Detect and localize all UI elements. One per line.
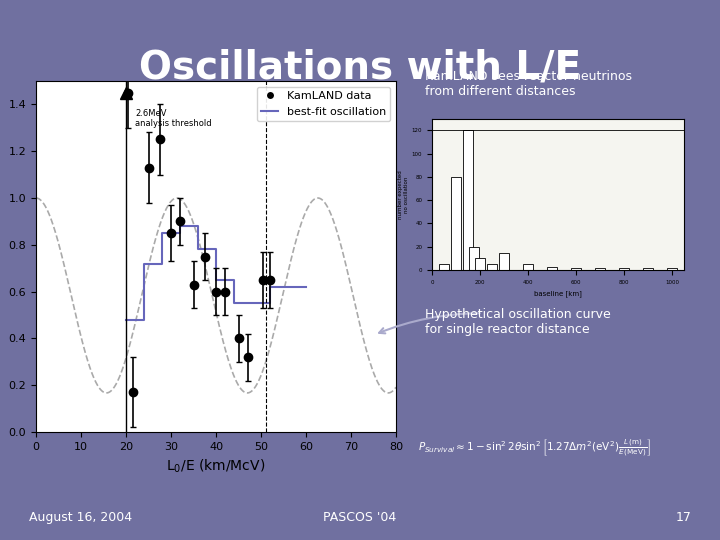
Text: PASCOS '04: PASCOS '04: [323, 511, 397, 524]
Bar: [475, 258, 485, 270]
Bar: [439, 264, 449, 270]
Bar: [451, 177, 461, 270]
X-axis label: baseline [km]: baseline [km]: [534, 291, 582, 297]
Bar: [619, 268, 629, 270]
Y-axis label: Ratio: Ratio: [0, 239, 3, 274]
Bar: [463, 131, 473, 270]
Text: 17: 17: [675, 511, 691, 524]
Bar: [547, 267, 557, 270]
Bar: [487, 264, 497, 270]
Legend: KamLAND data, best-fit oscillation: KamLAND data, best-fit oscillation: [257, 86, 390, 121]
Text: 2.6MeV
analysis threshold: 2.6MeV analysis threshold: [135, 109, 212, 129]
Text: Oscillations with L/E: Oscillations with L/E: [139, 49, 581, 86]
Text: KamLAND sees reactor neutrinos
from different distances: KamLAND sees reactor neutrinos from diff…: [425, 70, 632, 98]
Y-axis label: number expected
no oscillation: number expected no oscillation: [398, 170, 409, 219]
Bar: [523, 264, 533, 270]
Bar: [595, 268, 605, 270]
Text: Hypothetical oscillation curve
for single reactor distance: Hypothetical oscillation curve for singl…: [425, 308, 611, 336]
Bar: [469, 247, 479, 270]
Bar: [667, 268, 677, 270]
Text: $P_{Survival} \approx 1 - \sin^2 2\theta \sin^2 \left[ 1.27\Delta m^2 \left(\mat: $P_{Survival} \approx 1 - \sin^2 2\theta…: [418, 437, 651, 459]
Bar: [643, 268, 653, 270]
Text: August 16, 2004: August 16, 2004: [29, 511, 132, 524]
X-axis label: L$_0$/E (km/McV): L$_0$/E (km/McV): [166, 457, 266, 475]
Bar: [499, 253, 509, 270]
Bar: [571, 268, 581, 270]
